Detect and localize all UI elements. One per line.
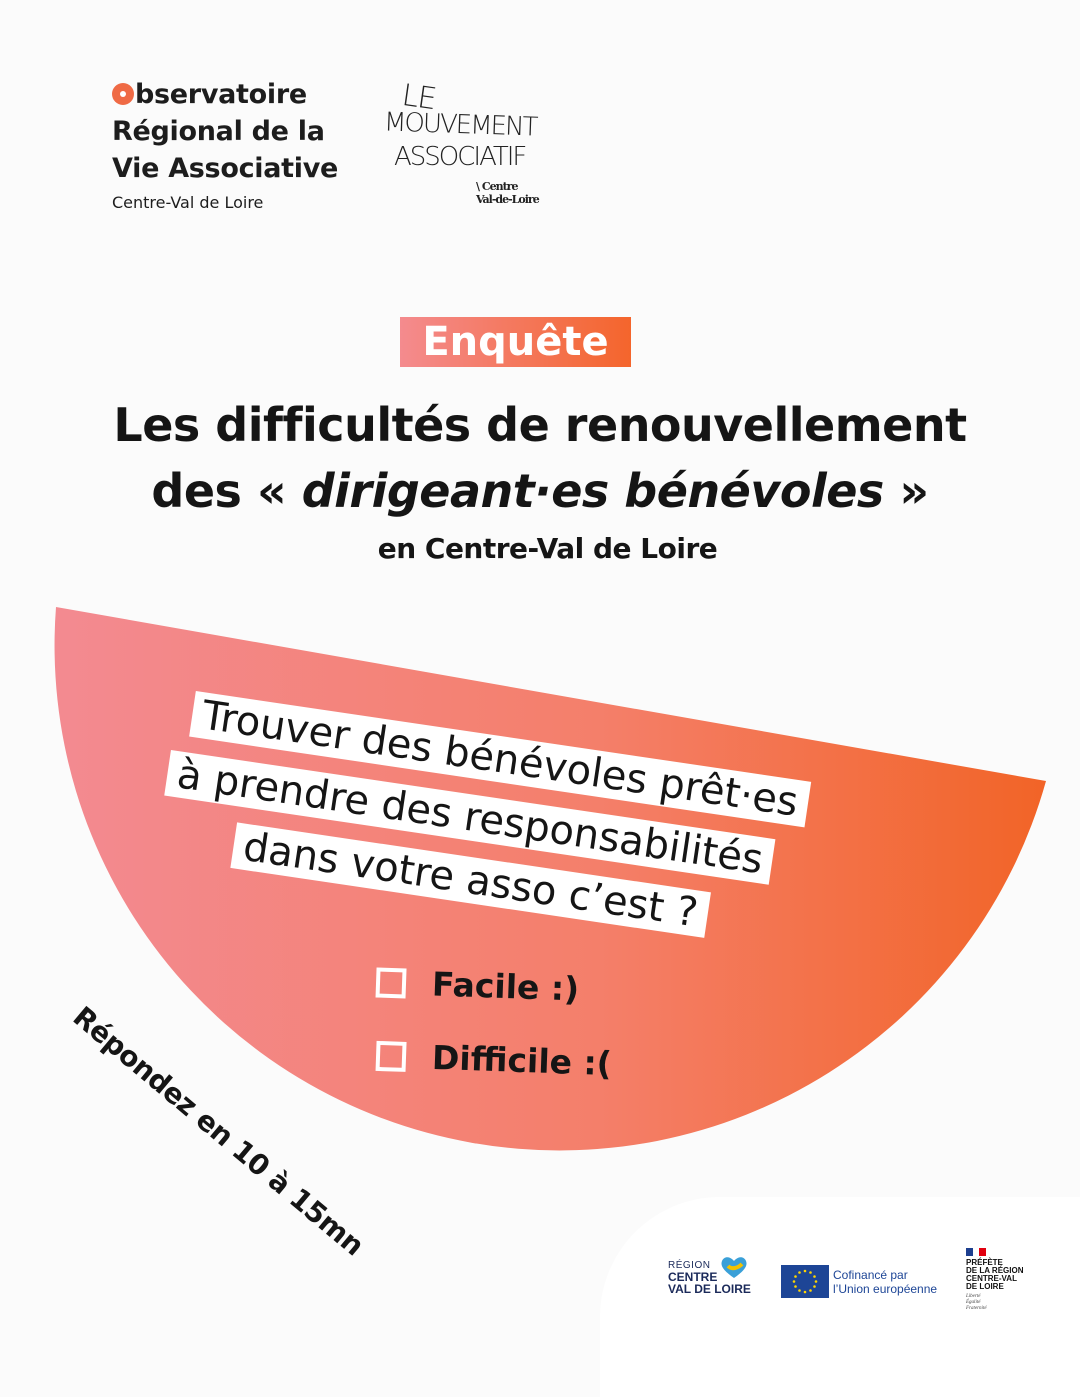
lma-region: \ Centre Val-de-Loire xyxy=(476,180,540,206)
checkbox-icon[interactable] xyxy=(375,1040,407,1072)
prefecture-logo: PRÉFÈTE DE LA RÉGION CENTRE-VAL DE LOIRE… xyxy=(966,1248,1036,1312)
orva-line3: Vie Associative xyxy=(112,153,339,184)
lma-word-associatif: ASSOCIATIF xyxy=(394,142,527,172)
option-facile[interactable]: Facile :) xyxy=(375,962,580,1009)
heart-icon xyxy=(721,1257,747,1278)
page-title-line1: Les difficultés de renouvellement xyxy=(113,398,967,452)
orva-subline: Centre-Val de Loire xyxy=(112,193,264,212)
option-difficile-label: Difficile :( xyxy=(431,1037,613,1084)
region-centre-logo: RÉGION CENTRE VAL DE LOIRE xyxy=(668,1257,758,1295)
orva-dot-icon xyxy=(112,83,134,105)
option-difficile[interactable]: Difficile :( xyxy=(375,1036,612,1083)
mouvement-associatif-logo: LE MOUVEMENT ASSOCIATIF \ Centre Val-de-L… xyxy=(383,78,574,210)
checkbox-icon[interactable] xyxy=(375,966,407,998)
orva-line2: Régional de la xyxy=(112,116,325,147)
option-facile-label: Facile :) xyxy=(431,964,580,1009)
eu-flag-icon xyxy=(781,1265,829,1298)
survey-badge: Enquête xyxy=(400,317,631,367)
eu-cofinance-text: Cofinancé par l’Union européenne xyxy=(833,1268,938,1296)
orva-line1: bservatoire xyxy=(112,76,338,113)
lma-word-mouvement: MOUVEMENT xyxy=(383,107,537,143)
orva-logo: bservatoire Régional de la Vie Associati… xyxy=(112,76,338,212)
page-subtitle: en Centre-Val de Loire xyxy=(377,532,718,565)
french-flag-icon xyxy=(966,1248,987,1256)
page-title-line2: des « dirigeant·es bénévoles » xyxy=(151,464,929,518)
